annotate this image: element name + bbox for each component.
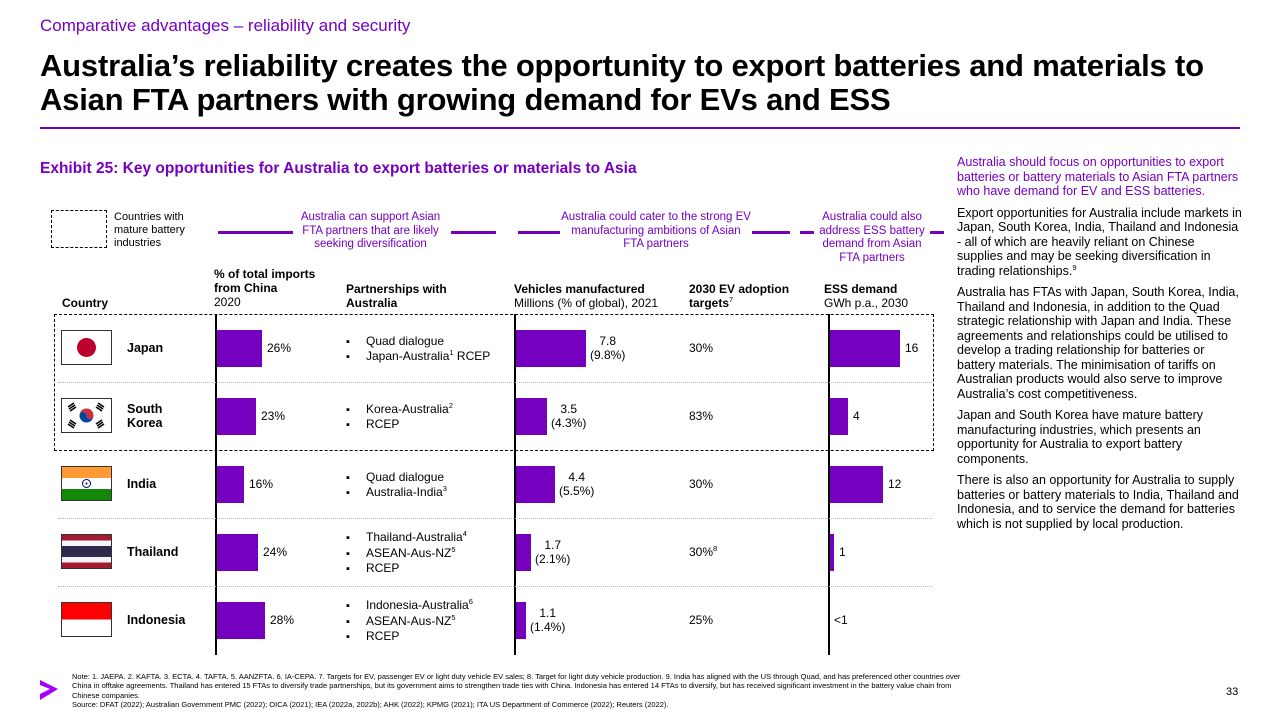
footnotes: Note: 1. JAEPA. 2. KAFTA. 3. ECTA. 4. TA… xyxy=(72,672,972,709)
brand-chevron-icon xyxy=(40,680,58,700)
ess-bar xyxy=(830,534,834,571)
partnerships-list: Quad dialogueJapan-Australia1 RCEP xyxy=(346,334,511,365)
partnership-item: ASEAN-Aus-NZ5 xyxy=(346,614,511,630)
country-name: Thailand xyxy=(127,545,179,559)
imports-bar xyxy=(217,466,244,503)
partnership-item: RCEP xyxy=(346,417,511,433)
japan-flag xyxy=(61,330,112,365)
imports-axis xyxy=(215,314,217,655)
ess-bar xyxy=(830,330,900,367)
country-name: South Korea xyxy=(127,402,163,430)
country-name: India xyxy=(127,477,157,491)
partnerships-list: Thailand-Australia4ASEAN-Aus-NZ5RCEP xyxy=(346,530,511,577)
thailand-flag xyxy=(61,534,112,569)
partnership-item: ASEAN-Aus-NZ5 xyxy=(346,546,511,562)
source-line: Source: DFAT (2022); Australian Governme… xyxy=(72,699,669,709)
vehicles-bar xyxy=(516,534,531,571)
vehicles-bar xyxy=(516,398,547,435)
partnership-item: RCEP xyxy=(346,629,511,645)
vehicles-value: 1.1 (1.4%) xyxy=(530,606,566,634)
vehicles-bar xyxy=(516,330,586,367)
ess-value: 1 xyxy=(839,545,846,559)
section-eyebrow: Comparative advantages – reliability and… xyxy=(40,16,411,35)
callout-line-ev-right xyxy=(752,231,790,234)
vehicles-axis xyxy=(514,314,516,655)
partnership-item: RCEP xyxy=(346,561,511,577)
header-imports: % of total imports from China 2020 xyxy=(214,267,316,309)
vehicles-bar xyxy=(516,602,526,639)
callout-line-ev-left xyxy=(518,231,560,234)
vehicles-value: 4.4 (5.5%) xyxy=(559,470,595,498)
legend-dashed-box xyxy=(51,210,107,248)
partnership-item: Thailand-Australia4 xyxy=(346,530,511,546)
ess-value: 12 xyxy=(888,477,902,491)
callout-line-ess-right xyxy=(930,231,944,234)
row-separator xyxy=(58,518,932,519)
imports-bar xyxy=(217,534,258,571)
header-ev-targets: 2030 EV adoption targets7 xyxy=(689,282,790,310)
callout-support: Australia can support Asian FTA partners… xyxy=(300,211,441,250)
row-separator xyxy=(58,382,932,383)
partnership-item: Quad dialogue xyxy=(346,470,511,486)
vehicles-value: 7.8 (9.8%) xyxy=(590,334,626,362)
ev-target-value: 25% xyxy=(689,613,714,627)
vehicles-value: 3.5 (4.3%) xyxy=(551,402,587,430)
sidebar-paragraph: There is also an opportunity for Austral… xyxy=(957,473,1239,531)
partnership-item: Quad dialogue xyxy=(346,334,511,350)
imports-bar xyxy=(217,398,256,435)
imports-value: 24% xyxy=(263,545,288,559)
row-separator xyxy=(58,586,932,587)
mature-industry-group xyxy=(54,314,934,451)
callout-line-right xyxy=(451,231,496,234)
header-country: Country xyxy=(62,296,108,310)
partnership-item: Australia-India3 xyxy=(346,485,511,501)
callout-ev: Australia could cater to the strong EV m… xyxy=(561,211,751,250)
page-title: Australia’s reliability creates the oppo… xyxy=(40,48,1204,117)
ev-target-value: 30% xyxy=(689,341,714,355)
country-name: Japan xyxy=(127,341,164,355)
ess-value: <1 xyxy=(834,613,848,627)
legend-label: Countries with mature battery industries xyxy=(114,211,185,249)
vehicles-value: 1.7 (2.1%) xyxy=(535,538,571,566)
imports-value: 26% xyxy=(267,341,292,355)
ev-target-value: 30% xyxy=(689,477,714,491)
header-ess: ESS demand GWh p.a., 2030 xyxy=(824,282,909,310)
sidebar-paragraph: Export opportunities for Australia inclu… xyxy=(957,205,1242,278)
south-korea-flag xyxy=(61,398,112,433)
page-number: 33 xyxy=(1226,686,1239,698)
partnerships-list: Indonesia-Australia6ASEAN-Aus-NZ5RCEP xyxy=(346,598,511,645)
partnership-item: Indonesia-Australia6 xyxy=(346,598,511,614)
partnership-item: Japan-Australia1 RCEP xyxy=(346,349,511,365)
imports-value: 23% xyxy=(261,409,286,423)
imports-value: 16% xyxy=(249,477,274,491)
india-flag xyxy=(61,466,112,501)
ess-value: 4 xyxy=(853,409,860,423)
vehicles-bar xyxy=(516,466,555,503)
indonesia-flag xyxy=(61,602,112,637)
sidebar-lead: Australia should focus on opportunities … xyxy=(957,155,1239,198)
header-vehicles: Vehicles manufactured Millions (% of glob… xyxy=(514,282,659,310)
callout-line-ess-left xyxy=(800,231,814,234)
country-name: Indonesia xyxy=(127,613,186,627)
partnerships-list: Quad dialogueAustralia-India3 xyxy=(346,470,511,501)
sidebar-paragraph: Japan and South Korea have mature batter… xyxy=(957,408,1203,466)
title-divider xyxy=(40,127,1240,129)
imports-value: 28% xyxy=(270,613,295,627)
ess-axis xyxy=(828,314,830,655)
sidebar-commentary: Australia should focus on opportunities … xyxy=(957,155,1242,538)
ev-target-value: 30%8 xyxy=(689,544,718,559)
callout-line-left xyxy=(218,231,293,234)
ev-target-value: 83% xyxy=(689,409,714,423)
sidebar-paragraph: Australia has FTAs with Japan, South Kor… xyxy=(957,285,1239,401)
imports-bar xyxy=(217,330,262,367)
partnerships-list: Korea-Australia2RCEP xyxy=(346,401,511,433)
ess-value: 16 xyxy=(905,341,919,355)
callout-ess: Australia could also address ESS battery… xyxy=(819,211,925,264)
ess-bar xyxy=(830,466,883,503)
partnership-item: Korea-Australia2 xyxy=(346,401,511,418)
imports-bar xyxy=(217,602,265,639)
ess-bar xyxy=(830,398,848,435)
header-partnerships: Partnerships with Australia xyxy=(346,282,447,310)
exhibit-title: Exhibit 25: Key opportunities for Austra… xyxy=(40,160,637,177)
